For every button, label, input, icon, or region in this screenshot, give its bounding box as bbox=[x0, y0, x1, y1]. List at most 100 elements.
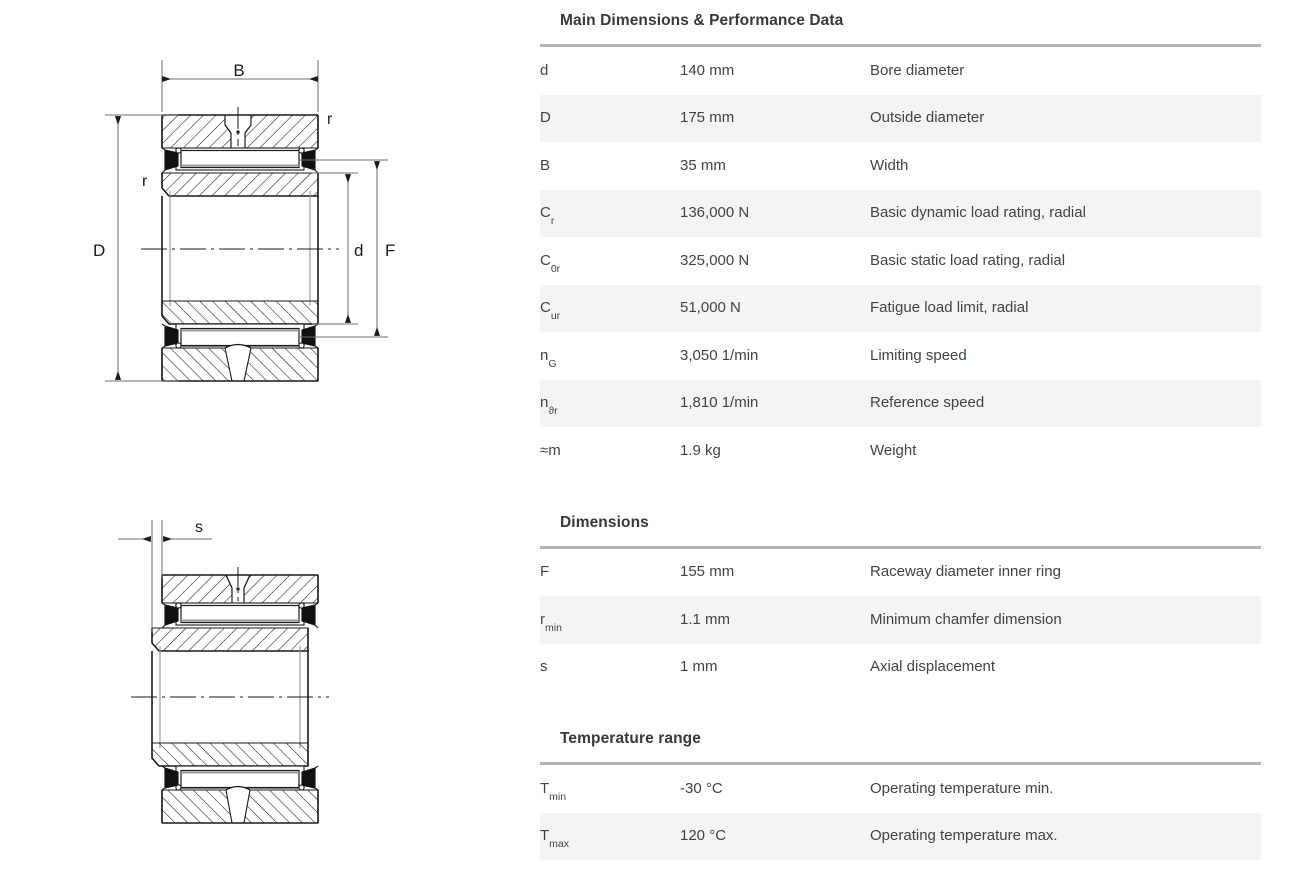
table-row: Cr 136,000 N Basic dynamic load rating, ra… bbox=[540, 189, 1261, 238]
spec-value: 155 mm bbox=[680, 563, 735, 581]
dim-label-r-left: r bbox=[142, 173, 148, 190]
spec-value: 120 °C bbox=[680, 827, 727, 845]
dim-label-D: D bbox=[93, 241, 105, 260]
symbol-subscript: ur bbox=[550, 310, 561, 323]
symbol-subscript: min bbox=[545, 621, 562, 634]
spec-description: Outside diameter bbox=[870, 109, 985, 127]
section-divider bbox=[540, 44, 1261, 47]
section-divider bbox=[540, 545, 1261, 549]
dim-label-d: d bbox=[354, 241, 363, 260]
symbol-subscript: r bbox=[550, 215, 555, 228]
spec-symbol: d bbox=[540, 47, 680, 95]
spec-symbol: Cr bbox=[540, 190, 680, 238]
table-row: s 1 mm Axial displacement bbox=[540, 644, 1261, 692]
symbol-subscript: G bbox=[548, 357, 557, 370]
spec-description: Width bbox=[870, 156, 909, 174]
table-row: d 140 mm Bore diameter bbox=[540, 47, 1261, 95]
symbol-base: T bbox=[540, 827, 550, 845]
symbol-base: C bbox=[540, 251, 551, 269]
symbol-base: n bbox=[540, 346, 549, 364]
table-row: C0r 325,000 N Basic static load rating, ra… bbox=[540, 237, 1261, 285]
symbol-base: s bbox=[540, 658, 548, 676]
table-row: Tmax 120 °C Operating temperature max. bbox=[540, 812, 1261, 861]
spec-value: 1,810 1/min bbox=[680, 394, 759, 412]
spec-symbol: s bbox=[540, 644, 680, 692]
spec-symbol: Tmin bbox=[540, 765, 680, 813]
spec-description: Basic static load rating, radial bbox=[870, 251, 1066, 269]
spec-value: 3,050 1/min bbox=[680, 346, 759, 364]
symbol-subscript: min bbox=[549, 790, 567, 803]
spec-section-title: Temperature range bbox=[560, 730, 701, 747]
symbol-base: D bbox=[540, 109, 551, 127]
table-row: nG 3,050 1/min Limiting speed bbox=[540, 332, 1261, 380]
symbol-subscript: ϑr bbox=[548, 405, 558, 418]
spec-description: Fatigue load limit, radial bbox=[870, 299, 1029, 317]
spec-description: Operating temperature max. bbox=[870, 827, 1058, 845]
spec-table: Tmin -30 °C Operating temperature min. Tmax… bbox=[540, 765, 1261, 860]
spec-description: Bore diameter bbox=[870, 61, 965, 79]
symbol-subscript: max bbox=[549, 838, 570, 851]
dim-label-r-top: r bbox=[327, 111, 333, 128]
spec-symbol: B bbox=[540, 142, 680, 190]
symbol-base: B bbox=[540, 156, 551, 174]
symbol-base: ≈m bbox=[540, 441, 561, 459]
specifications-panel: Main Dimensions & Performance Data d 140 m… bbox=[520, 0, 1305, 891]
spec-symbol: Tmax bbox=[540, 813, 680, 861]
spec-symbol: F bbox=[540, 549, 680, 597]
spec-symbol: nG bbox=[540, 332, 680, 380]
spec-value: 35 mm bbox=[680, 156, 726, 174]
spec-table: F 155 mm Raceway diameter inner ring rmin 1.… bbox=[540, 549, 1261, 692]
spec-value: 1.9 kg bbox=[680, 441, 721, 459]
spec-symbol: C0r bbox=[540, 237, 680, 285]
symbol-base: n bbox=[540, 394, 549, 412]
spec-table: d 140 mm Bore diameter D 175 mm Outside diame… bbox=[540, 47, 1261, 475]
dim-label-F: F bbox=[385, 241, 395, 260]
spec-value: 175 mm bbox=[680, 109, 735, 127]
symbol-base: T bbox=[540, 779, 550, 797]
dim-label-s: s bbox=[195, 519, 203, 536]
spec-symbol: nϑr bbox=[540, 380, 680, 428]
spec-symbol: rmin bbox=[540, 596, 680, 644]
spec-value: 1 mm bbox=[680, 658, 718, 676]
table-row: B 35 mm Width bbox=[540, 142, 1261, 190]
spec-symbol: D bbox=[540, 95, 680, 143]
spec-value: 140 mm bbox=[680, 61, 735, 79]
spec-section: Temperature range Tmin -30 °C Operating tem… bbox=[540, 691, 1261, 860]
table-row: ≈m 1.9 kg Weight bbox=[540, 427, 1261, 475]
spec-symbol: Cur bbox=[540, 285, 680, 333]
spec-section-title: Main Dimensions & Performance Data bbox=[560, 12, 844, 29]
spec-description: Basic dynamic load rating, radial bbox=[870, 204, 1086, 222]
table-row: Tmin -30 °C Operating temperature min. bbox=[540, 765, 1261, 813]
table-row: Cur 51,000 N Fatigue load limit, radial bbox=[540, 284, 1261, 333]
symbol-base: r bbox=[540, 610, 545, 628]
spec-value: -30 °C bbox=[680, 779, 723, 797]
table-row: F 155 mm Raceway diameter inner ring bbox=[540, 549, 1261, 597]
lower-section-drawing: s bbox=[0, 470, 520, 891]
table-row: rmin 1.1 mm Minimum chamfer dimension bbox=[540, 596, 1261, 644]
section-divider bbox=[540, 762, 1261, 765]
spec-value: 51,000 N bbox=[680, 299, 741, 317]
table-row: nϑr 1,810 1/min Reference speed bbox=[540, 379, 1261, 428]
symbol-base: C bbox=[540, 299, 551, 317]
symbol-base: d bbox=[540, 61, 549, 79]
spec-value: 1.1 mm bbox=[680, 610, 731, 628]
spec-value: 136,000 N bbox=[680, 204, 750, 222]
spec-value: 325,000 N bbox=[680, 251, 750, 269]
symbol-subscript: 0r bbox=[550, 262, 561, 275]
dim-label-B: B bbox=[233, 61, 244, 80]
upper-section-drawing: B r r D d F bbox=[0, 0, 520, 485]
spec-section: Dimensions F 155 mm Raceway diameter inner … bbox=[540, 475, 1261, 692]
spec-description: Operating temperature min. bbox=[870, 779, 1054, 797]
spec-section-title: Dimensions bbox=[560, 513, 649, 531]
spec-description: Raceway diameter inner ring bbox=[870, 563, 1061, 581]
spec-description: Axial displacement bbox=[870, 658, 996, 676]
spec-description: Weight bbox=[870, 441, 917, 459]
spec-section: Main Dimensions & Performance Data d 140 m… bbox=[540, 0, 1261, 475]
spec-description: Limiting speed bbox=[870, 346, 967, 364]
spec-description: Reference speed bbox=[870, 394, 985, 412]
bearing-drawings-panel: B r r D d F bbox=[0, 0, 520, 891]
symbol-base: F bbox=[540, 563, 550, 581]
table-row: D 175 mm Outside diameter bbox=[540, 94, 1261, 143]
spec-symbol: ≈m bbox=[540, 427, 680, 475]
